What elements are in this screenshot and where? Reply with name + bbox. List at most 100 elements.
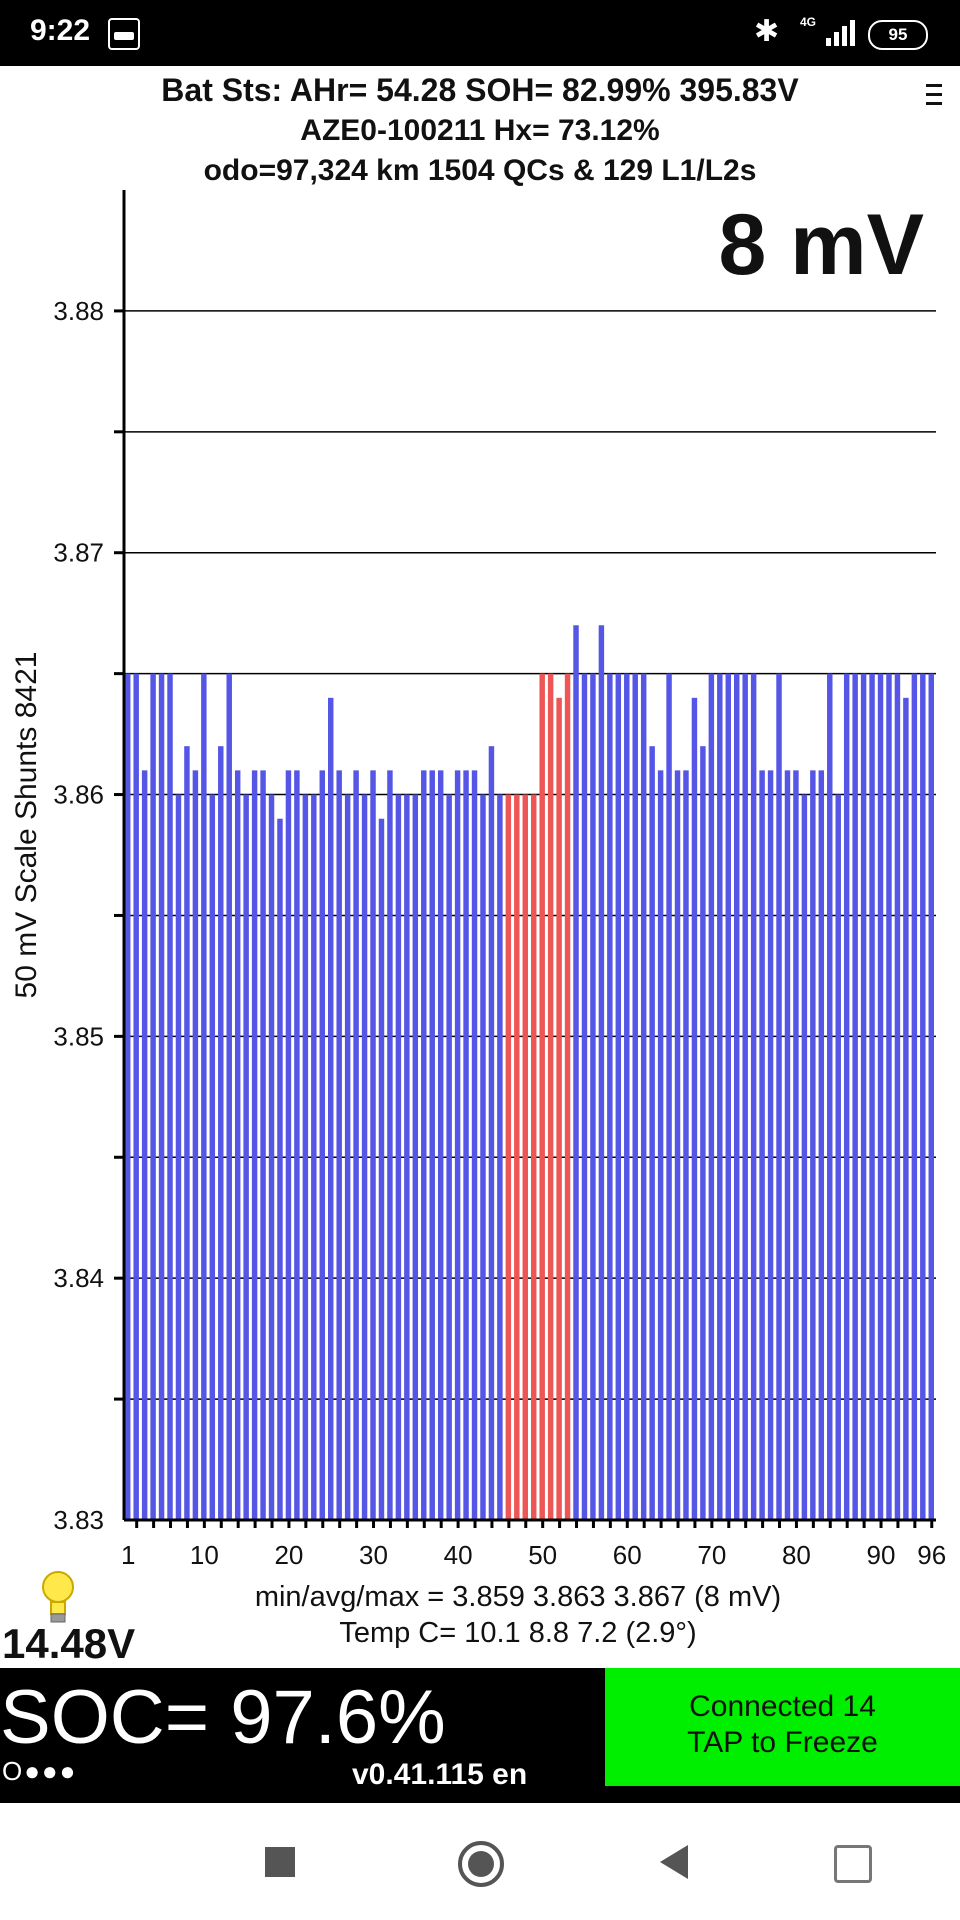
bar-cell-67 — [683, 770, 689, 1520]
bar-cell-24 — [319, 770, 325, 1520]
bar-cell-52 — [556, 697, 562, 1520]
bar-cell-94 — [911, 673, 918, 1520]
bar-cell-19 — [277, 818, 283, 1520]
bar-cell-82 — [810, 770, 816, 1520]
signal-icon — [826, 18, 862, 46]
menu-icon[interactable] — [926, 84, 942, 106]
bar-cell-81 — [801, 794, 808, 1520]
y-tick-label: 3.87 — [53, 538, 104, 568]
bar-cell-29 — [361, 794, 368, 1520]
pack-voltage: 14.48V — [2, 1620, 136, 1667]
bar-cell-61 — [632, 673, 638, 1520]
bar-cell-28 — [353, 770, 359, 1520]
bar-cell-8 — [184, 746, 190, 1520]
bar-cell-69 — [700, 746, 706, 1520]
battery-icon: 95 — [868, 20, 928, 50]
bar-cell-2 — [133, 673, 139, 1520]
expand-icon[interactable] — [834, 1845, 872, 1883]
bar-cell-23 — [311, 794, 317, 1520]
battery-status-line: Bat Sts: AHr= 54.28 SOH= 82.99% 395.83V — [161, 72, 799, 108]
y-axis-label: 50 mV Scale Shunts 8421 — [10, 652, 43, 999]
bar-cell-62 — [640, 673, 647, 1520]
y-tick-label: 3.86 — [53, 780, 104, 810]
bar-cell-95 — [920, 673, 926, 1520]
bar-cell-71 — [717, 673, 723, 1520]
app-version: v0.41.115 en — [352, 1758, 528, 1791]
bar-cell-74 — [742, 673, 748, 1520]
bar-cell-66 — [674, 770, 681, 1520]
bar-cell-34 — [404, 794, 410, 1520]
bar-cell-27 — [344, 794, 351, 1520]
bar-cell-59 — [615, 673, 622, 1520]
bar-cell-42 — [471, 770, 478, 1520]
bar-cell-55 — [581, 673, 588, 1520]
bar-cell-73 — [734, 673, 740, 1520]
bar-cell-68 — [691, 697, 698, 1520]
bar-cell-3 — [141, 770, 148, 1520]
status-time: 9:22 — [30, 14, 91, 47]
x-tick-label: 1 — [121, 1540, 135, 1570]
bar-cell-93 — [903, 697, 909, 1520]
y-tick-label: 3.83 — [53, 1505, 104, 1535]
bar-cell-10 — [201, 673, 207, 1520]
y-tick-label: 3.84 — [53, 1263, 104, 1293]
x-tick-label: 70 — [697, 1540, 726, 1570]
bar-cell-72 — [725, 673, 731, 1520]
bar-cell-41 — [463, 770, 469, 1520]
bottom-panel: SOC= 97.6% O●●● v0.41.115 en Connected 1… — [0, 1668, 960, 1803]
bar-cell-40 — [454, 770, 461, 1520]
bar-cell-78 — [776, 673, 782, 1520]
bar-cell-49 — [531, 794, 537, 1520]
bar-cell-33 — [395, 794, 402, 1520]
vehicle-id-line: AZE0-100211 Hx= 73.12% — [300, 114, 660, 147]
bar-cell-38 — [437, 770, 444, 1520]
bar-cell-9 — [192, 770, 199, 1520]
home-icon[interactable] — [458, 1841, 504, 1887]
bar-cell-32 — [387, 770, 393, 1520]
bar-cell-36 — [421, 770, 427, 1520]
bar-cell-65 — [666, 673, 672, 1520]
bar-cell-14 — [234, 770, 241, 1520]
bar-cell-5 — [158, 673, 165, 1520]
back-icon[interactable] — [660, 1845, 688, 1879]
bar-cell-56 — [590, 673, 596, 1520]
bar-cell-70 — [708, 673, 715, 1520]
bar-cell-6 — [167, 673, 173, 1520]
connect-status-label: Connected 14 — [689, 1690, 876, 1723]
bar-cell-58 — [607, 673, 613, 1520]
bar-cell-76 — [759, 770, 765, 1520]
navigation-bar — [0, 1803, 960, 1920]
connect-freeze-button[interactable]: Connected 14 TAP to Freeze — [605, 1668, 960, 1786]
x-tick-label: 30 — [359, 1540, 388, 1570]
temp-line: Temp C= 10.1 8.8 7.2 (2.9°) — [339, 1617, 696, 1649]
bar-cell-77 — [767, 770, 774, 1520]
network-type: 4G — [800, 15, 817, 29]
tap-to-freeze-label: TAP to Freeze — [687, 1726, 878, 1759]
odometer-line: odo=97,324 km 1504 QCs & 129 L1/L2s — [203, 154, 757, 187]
bar-cell-89 — [869, 673, 875, 1520]
bar-cell-57 — [598, 625, 605, 1520]
lightbulb-icon[interactable] — [38, 1568, 78, 1626]
bar-cell-15 — [243, 794, 249, 1520]
bar-cell-13 — [226, 673, 232, 1520]
bar-cell-90 — [877, 673, 884, 1520]
bar-cell-83 — [818, 770, 825, 1520]
spread-label: 8 mV — [718, 197, 924, 293]
y-tick-label: 3.85 — [53, 1021, 104, 1051]
bar-cell-26 — [336, 770, 342, 1520]
x-tick-label: 50 — [528, 1540, 557, 1570]
bar-cell-30 — [370, 770, 376, 1520]
battery-level: 95 — [888, 25, 908, 44]
x-tick-label: 40 — [444, 1540, 473, 1570]
bar-cell-18 — [268, 794, 275, 1520]
cell-voltage-chart[interactable]: 3.88 3.87 3.86 3.85 3.84 3.83 1 10 20 30 40 50 60 70 8… — [0, 190, 960, 1650]
x-tick-label: 80 — [782, 1540, 811, 1570]
bar-cell-17 — [260, 770, 266, 1520]
recent-apps-icon[interactable] — [265, 1847, 295, 1877]
bar-cell-51 — [547, 673, 554, 1520]
bar-cell-12 — [218, 746, 224, 1520]
x-tick-label: 90 — [867, 1540, 896, 1570]
bar-cell-80 — [793, 770, 799, 1520]
bar-cell-25 — [328, 697, 334, 1520]
stats-line: min/avg/max = 3.859 3.863 3.867 (8 mV) — [255, 1581, 781, 1613]
